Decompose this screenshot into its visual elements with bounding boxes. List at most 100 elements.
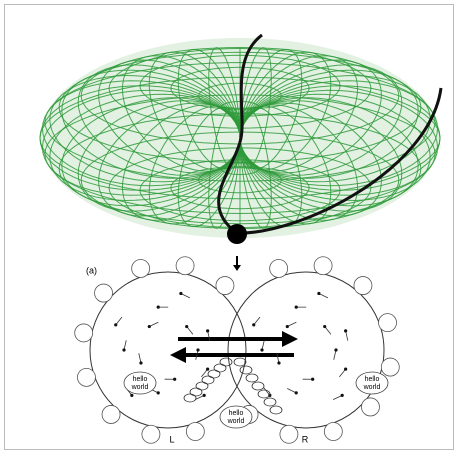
flow-line [261, 340, 265, 351]
coil [239, 365, 253, 375]
parallel [220, 101, 260, 114]
surface-loop [141, 424, 161, 444]
panel-label: (a) [86, 265, 97, 275]
left-label: L [169, 434, 174, 444]
flow-head [340, 393, 344, 397]
particle [227, 224, 247, 244]
flow-line [195, 349, 199, 360]
flow-line [123, 340, 127, 351]
note-bubble [355, 371, 389, 395]
flow-line [263, 387, 271, 396]
note-text: world [363, 384, 381, 391]
parallel [170, 66, 310, 110]
flow-line [207, 330, 211, 341]
trajectory [217, 33, 443, 235]
flow-line [318, 293, 329, 299]
left-cell [89, 271, 247, 429]
flow-head [185, 324, 189, 329]
flow-head [139, 361, 143, 365]
parallel [108, 47, 372, 129]
flow-line [324, 326, 332, 335]
flow-head [317, 291, 321, 296]
note-text: hello [365, 376, 380, 383]
surface-loop [94, 283, 113, 303]
flow-line [287, 388, 297, 394]
flow-head [294, 305, 298, 309]
parallel [139, 159, 341, 222]
flow-head [323, 324, 327, 329]
parallel [44, 61, 436, 182]
flow-line [201, 368, 208, 378]
flow-head [334, 348, 338, 352]
surface-loop [353, 276, 373, 295]
surface-loop [131, 259, 151, 278]
coil [245, 373, 259, 383]
note-text: world [131, 384, 149, 391]
coil [195, 381, 209, 391]
flow-head [130, 393, 134, 397]
flow-head [294, 391, 298, 395]
surface-loop [269, 259, 289, 278]
coil [183, 393, 197, 403]
flow-line [115, 316, 123, 326]
flow-line [339, 368, 346, 378]
flow-head [156, 305, 160, 309]
parallel [198, 82, 282, 109]
note-bubble [123, 371, 157, 395]
right-label: R [302, 434, 309, 444]
surface-loop [380, 357, 400, 377]
parallel [170, 166, 310, 210]
right-cell [227, 271, 385, 429]
parallel [139, 54, 341, 117]
surface-loop [279, 424, 299, 444]
flow-line [138, 353, 142, 364]
flow-head [206, 329, 210, 333]
surface-loop [361, 397, 380, 417]
flow-head [344, 329, 348, 333]
flow-head [147, 324, 151, 329]
surface-loop [101, 405, 121, 424]
note-text: hello [229, 410, 244, 417]
left-arrow-head [170, 347, 186, 363]
coil [219, 357, 233, 367]
surface-loop [323, 422, 343, 441]
flow-head [206, 367, 210, 371]
flow-head [196, 348, 200, 352]
coil [201, 375, 215, 385]
flow-head [156, 391, 160, 395]
parallel [80, 131, 400, 230]
coil [233, 357, 247, 367]
right-arrow-head [282, 331, 298, 347]
flow-head [277, 361, 281, 365]
parallel [198, 167, 282, 194]
down-arrow-head [233, 265, 241, 271]
note-text: hello [133, 376, 148, 383]
surface-loop [313, 256, 333, 276]
flow-line [186, 326, 194, 335]
flow-head [285, 324, 289, 329]
flow-head [202, 393, 206, 397]
note-text: world [227, 418, 245, 425]
flow-head [311, 377, 315, 381]
coil [263, 397, 277, 407]
surface-loop [378, 313, 397, 333]
coil [213, 363, 227, 373]
parallel [58, 113, 422, 225]
flow-line [180, 293, 191, 299]
flow-line [253, 316, 261, 326]
coil [269, 405, 283, 415]
flow-head [114, 323, 118, 327]
flow-line [194, 394, 205, 401]
coil [207, 369, 221, 379]
flow-head [122, 348, 126, 352]
surface-loop [74, 323, 94, 343]
flow-line [276, 353, 280, 364]
surface-loop [215, 276, 235, 295]
flow-head [179, 291, 183, 296]
cell-diagram [74, 256, 400, 444]
note-bubble [219, 405, 253, 429]
coil [251, 381, 265, 391]
parallel [108, 147, 372, 229]
